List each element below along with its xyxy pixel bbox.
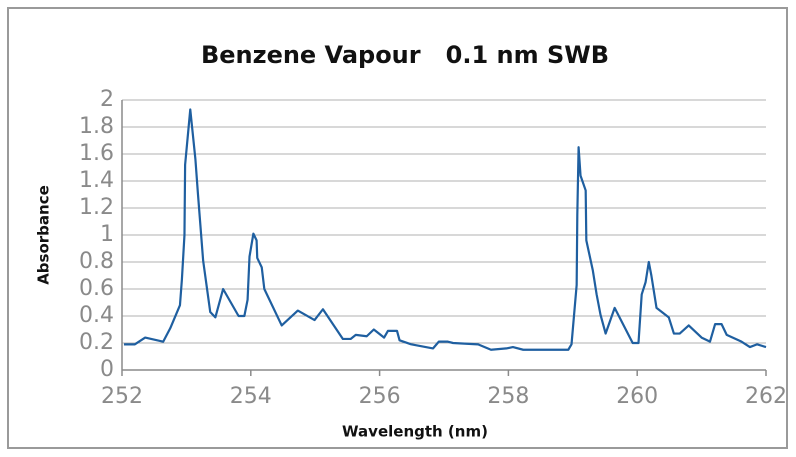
- x-tick-label: 260: [616, 384, 658, 409]
- x-tick-label: 254: [230, 384, 272, 409]
- y-tick-label: 0: [100, 357, 114, 382]
- x-axis-label: Wavelength (nm): [342, 423, 488, 441]
- frame: [7, 7, 788, 449]
- y-axis-label: Absorbance: [35, 185, 53, 285]
- y-tick-label: 2: [100, 87, 114, 112]
- y-tick-label: 0.2: [79, 330, 114, 355]
- y-tick-label: 1.4: [79, 168, 114, 193]
- y-tick-label: 1.8: [79, 114, 114, 139]
- y-tick-label: 0.8: [79, 249, 114, 274]
- chart-title: Benzene Vapour 0.1 nm SWB: [201, 41, 609, 69]
- x-tick-label: 258: [487, 384, 529, 409]
- y-tick-label: 0.4: [79, 303, 114, 328]
- x-tick-label: 256: [359, 384, 401, 409]
- y-tick-label: 0.6: [79, 276, 114, 301]
- y-tick-label: 1.2: [79, 195, 114, 220]
- y-tick-label: 1: [100, 222, 114, 247]
- data-line: [123, 108, 767, 351]
- x-tick-label: 252: [101, 384, 143, 409]
- x-tick-label: 262: [745, 384, 787, 409]
- y-tick-label: 1.6: [79, 141, 114, 166]
